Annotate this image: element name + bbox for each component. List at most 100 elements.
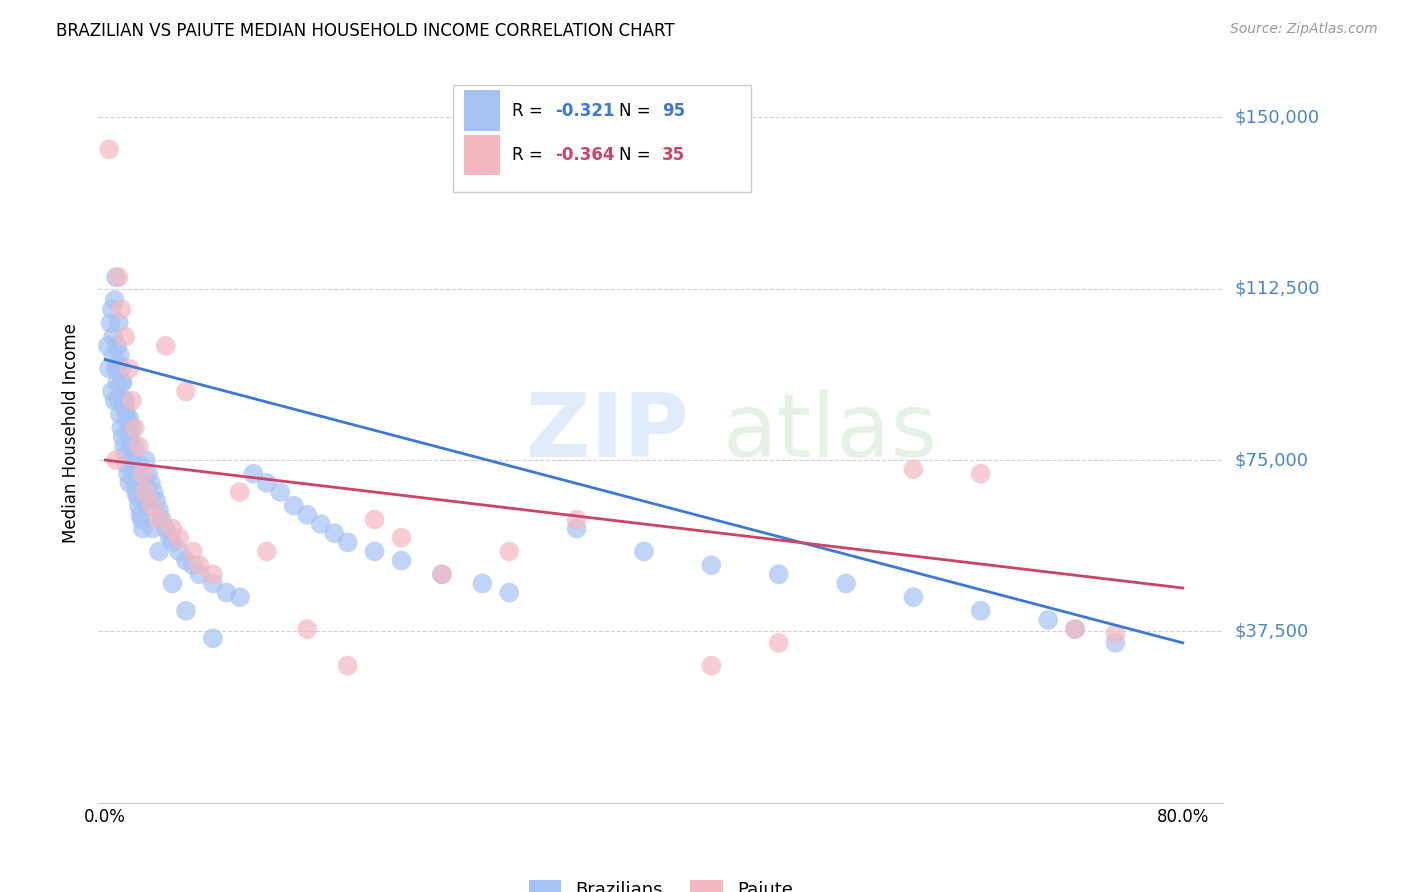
Point — [135, 494, 157, 508]
Point — [1104, 636, 1126, 650]
Text: Source: ZipAtlas.com: Source: ZipAtlas.com — [1230, 22, 1378, 37]
Point — [121, 453, 143, 467]
Point — [1036, 613, 1059, 627]
Point — [970, 467, 993, 481]
Point — [162, 535, 184, 549]
Point — [141, 499, 163, 513]
Point — [363, 512, 385, 526]
Point — [124, 475, 146, 490]
Text: BRAZILIAN VS PAIUTE MEDIAN HOUSEHOLD INCOME CORRELATION CHART: BRAZILIAN VS PAIUTE MEDIAN HOUSEHOLD INC… — [56, 22, 675, 40]
Point — [167, 531, 190, 545]
Point — [336, 658, 359, 673]
Point — [174, 604, 197, 618]
Point — [132, 522, 155, 536]
Point — [105, 376, 128, 390]
Point — [128, 499, 150, 513]
Point — [108, 408, 131, 422]
Point — [118, 475, 141, 490]
Point — [430, 567, 453, 582]
Point — [297, 622, 319, 636]
Text: atlas: atlas — [723, 389, 938, 476]
Point — [768, 567, 790, 582]
Point — [104, 361, 127, 376]
Point — [128, 439, 150, 453]
Point — [1064, 622, 1087, 636]
Point — [498, 585, 520, 599]
Text: N =: N = — [619, 146, 657, 164]
Point — [110, 302, 132, 317]
Point — [111, 376, 134, 390]
Point — [188, 558, 211, 573]
Point — [242, 467, 264, 481]
Point — [124, 421, 146, 435]
Point — [121, 393, 143, 408]
Point — [129, 508, 152, 522]
Point — [700, 558, 723, 573]
Point — [118, 412, 141, 426]
Point — [148, 503, 170, 517]
Point — [201, 567, 224, 582]
Point — [565, 512, 588, 526]
Point — [1104, 626, 1126, 640]
Point — [430, 567, 453, 582]
Point — [115, 458, 138, 472]
Point — [114, 393, 136, 408]
Point — [114, 449, 136, 463]
Point — [118, 430, 141, 444]
Point — [283, 499, 305, 513]
Point — [97, 339, 120, 353]
Point — [565, 522, 588, 536]
Point — [103, 393, 125, 408]
Text: $150,000: $150,000 — [1234, 108, 1319, 127]
Point — [159, 531, 181, 545]
Point — [148, 512, 170, 526]
Point — [903, 590, 925, 604]
Point — [132, 475, 155, 490]
Point — [107, 357, 129, 371]
Point — [141, 522, 163, 536]
Point — [101, 384, 124, 399]
Point — [256, 475, 278, 490]
FancyBboxPatch shape — [464, 90, 501, 131]
Point — [155, 522, 177, 536]
Point — [215, 585, 238, 599]
Point — [103, 329, 125, 343]
Point — [111, 430, 134, 444]
Point — [121, 421, 143, 435]
Point — [103, 348, 125, 362]
Point — [105, 339, 128, 353]
Point — [110, 376, 132, 390]
Text: $75,000: $75,000 — [1234, 451, 1309, 469]
Point — [970, 604, 993, 618]
FancyBboxPatch shape — [464, 135, 501, 176]
Point — [135, 485, 157, 500]
Point — [336, 535, 359, 549]
Point — [145, 494, 167, 508]
Point — [174, 553, 197, 567]
Text: 35: 35 — [662, 146, 685, 164]
Point — [98, 142, 121, 156]
Point — [391, 531, 413, 545]
Point — [181, 558, 204, 573]
Point — [100, 316, 122, 330]
Point — [127, 490, 149, 504]
Point — [107, 393, 129, 408]
Text: -0.364: -0.364 — [555, 146, 614, 164]
Text: R =: R = — [512, 102, 548, 120]
Text: R =: R = — [512, 146, 548, 164]
Point — [117, 417, 139, 431]
Point — [103, 293, 125, 307]
Point — [201, 632, 224, 646]
Point — [174, 384, 197, 399]
Text: $112,500: $112,500 — [1234, 280, 1320, 298]
Point — [108, 348, 131, 362]
Point — [104, 453, 127, 467]
Point — [117, 467, 139, 481]
Point — [122, 462, 145, 476]
Point — [104, 270, 127, 285]
Point — [162, 522, 184, 536]
Point — [188, 567, 211, 582]
Point — [112, 393, 135, 408]
Point — [107, 270, 129, 285]
Point — [633, 544, 655, 558]
